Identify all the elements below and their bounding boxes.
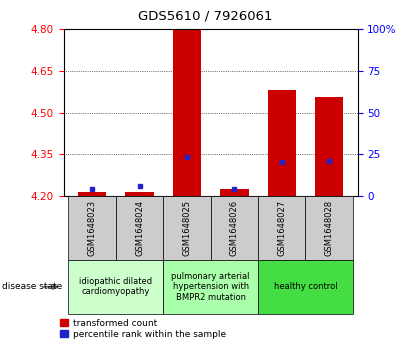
Bar xyxy=(220,189,249,196)
Bar xyxy=(125,192,154,196)
Text: GSM1648025: GSM1648025 xyxy=(182,200,192,256)
Bar xyxy=(268,90,296,196)
Text: GSM1648024: GSM1648024 xyxy=(135,200,144,256)
Bar xyxy=(163,260,258,314)
Legend: transformed count, percentile rank within the sample: transformed count, percentile rank withi… xyxy=(60,318,226,339)
Bar xyxy=(116,196,163,260)
Bar xyxy=(163,196,211,260)
Text: GSM1648027: GSM1648027 xyxy=(277,200,286,256)
Text: healthy control: healthy control xyxy=(274,282,337,291)
Text: GDS5610 / 7926061: GDS5610 / 7926061 xyxy=(138,9,273,22)
Bar xyxy=(69,196,116,260)
Bar xyxy=(69,260,163,314)
Text: GSM1648028: GSM1648028 xyxy=(325,200,334,256)
Text: disease state: disease state xyxy=(2,282,62,291)
Bar xyxy=(211,196,258,260)
Text: idiopathic dilated
cardiomyopathy: idiopathic dilated cardiomyopathy xyxy=(79,277,152,297)
Bar xyxy=(173,29,201,196)
Text: GSM1648026: GSM1648026 xyxy=(230,200,239,256)
Bar xyxy=(315,97,343,196)
Text: GSM1648023: GSM1648023 xyxy=(88,200,97,256)
Bar xyxy=(78,192,106,196)
Text: pulmonary arterial
hypertension with
BMPR2 mutation: pulmonary arterial hypertension with BMP… xyxy=(171,272,250,302)
Bar xyxy=(258,260,353,314)
Bar xyxy=(258,196,305,260)
Bar xyxy=(305,196,353,260)
